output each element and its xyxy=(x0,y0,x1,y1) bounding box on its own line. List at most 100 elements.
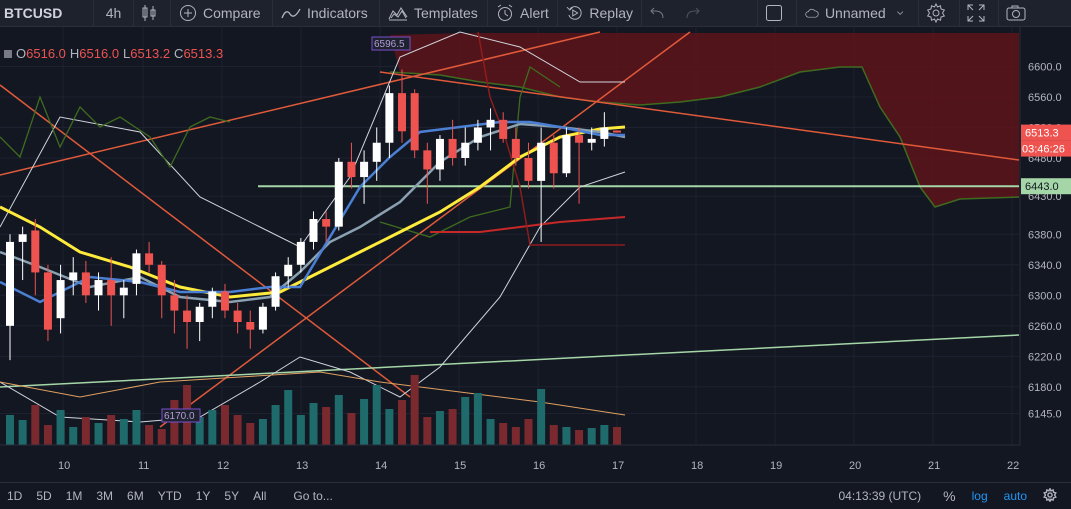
volume-bar xyxy=(246,423,255,445)
volume-bar xyxy=(448,409,457,445)
candle-body xyxy=(562,135,571,174)
volume-bar xyxy=(575,430,584,445)
time-tick: 19 xyxy=(770,460,782,472)
auto-toggle[interactable]: auto xyxy=(1003,489,1027,503)
price-tick: 6260.0 xyxy=(1028,321,1062,333)
low-label: L xyxy=(123,46,131,61)
chart-type-button[interactable] xyxy=(134,0,171,26)
replay-button[interactable]: Replay xyxy=(558,0,642,26)
open-value: 6516.0 xyxy=(26,46,66,61)
volume-bar xyxy=(435,411,444,445)
goto-button[interactable]: Go to... xyxy=(293,489,333,503)
volume-bar xyxy=(258,419,267,445)
interval-selector[interactable]: 4h xyxy=(94,0,134,26)
high-annotation-box xyxy=(371,36,411,51)
log-toggle[interactable]: log xyxy=(971,489,988,503)
indicators-icon xyxy=(281,8,301,19)
high-label: H xyxy=(69,46,80,61)
low-annotation: 6170.0 xyxy=(164,411,195,422)
price-tick: 6180.0 xyxy=(1028,382,1062,394)
symbol-search[interactable]: BTCUSD xyxy=(0,0,94,26)
indicators-button[interactable]: Indicators xyxy=(273,0,380,26)
undo-button[interactable] xyxy=(642,0,678,26)
gear-icon xyxy=(926,3,946,23)
candle-body xyxy=(587,138,596,143)
time-tick: 12 xyxy=(217,460,229,472)
redo-button[interactable] xyxy=(678,0,758,26)
range-ytd[interactable]: YTD xyxy=(157,489,182,503)
templates-button[interactable]: Templates xyxy=(380,0,488,26)
templates-icon xyxy=(388,7,408,21)
candle-body xyxy=(461,142,470,158)
range-5y[interactable]: 5Y xyxy=(224,489,240,503)
volume-bar xyxy=(499,423,508,445)
countdown-label: 03:46:26 xyxy=(1022,144,1065,156)
volume-bar xyxy=(119,419,128,445)
last-price-label: 6513.3 xyxy=(1025,128,1059,140)
volume-bar xyxy=(473,393,482,445)
price-chart[interactable]: 6600.06560.06520.06480.06430.06380.06340… xyxy=(0,27,1071,482)
settings-button[interactable] xyxy=(919,0,960,26)
trendline-resistance xyxy=(379,71,1020,161)
candle-body xyxy=(119,287,128,296)
candle-body xyxy=(208,291,217,307)
volume-bar xyxy=(360,399,369,445)
range-1d[interactable]: 1D xyxy=(7,489,23,503)
candle-body xyxy=(385,93,394,143)
utc-clock[interactable]: 04:13:39 (UTC) xyxy=(838,489,922,503)
volume-bar xyxy=(132,410,141,445)
time-axis-bg xyxy=(0,445,1071,482)
low-annotation-box xyxy=(161,408,201,423)
range-all[interactable]: All xyxy=(253,489,267,503)
candle-body xyxy=(43,272,52,330)
percent-toggle[interactable]: % xyxy=(943,488,956,504)
volume-bar xyxy=(562,427,571,445)
range-6m[interactable]: 6M xyxy=(127,489,144,503)
ichimoku-cloud xyxy=(390,33,1019,207)
settings-small-button[interactable] xyxy=(1035,486,1071,505)
volume-bar xyxy=(56,410,65,445)
ma-blue-line xyxy=(0,120,625,304)
candle-body xyxy=(69,272,78,281)
layout-menu[interactable]: Unnamed xyxy=(797,0,919,26)
expand-button[interactable] xyxy=(960,0,999,26)
volume-bar xyxy=(587,428,596,445)
open-label: O xyxy=(16,46,27,61)
snapshot-button[interactable] xyxy=(999,0,1039,26)
volume-bar xyxy=(600,425,609,445)
range-3m[interactable]: 3M xyxy=(96,489,114,503)
candle-body xyxy=(56,280,65,319)
range-1y[interactable]: 1Y xyxy=(195,489,211,503)
compare-button[interactable]: Compare xyxy=(171,0,273,26)
compare-label: Compare xyxy=(203,5,261,21)
volume-bar xyxy=(31,405,40,445)
fullscreen-toggle[interactable] xyxy=(758,0,797,26)
undo-icon xyxy=(650,7,664,19)
range-5d[interactable]: 5D xyxy=(36,489,52,503)
alert-button[interactable]: Alert xyxy=(488,0,558,26)
hline-price-label: 6443.0 xyxy=(1025,181,1059,193)
candle-body xyxy=(246,322,255,330)
trendline-upper xyxy=(0,31,601,176)
hline-price-tag xyxy=(1021,178,1071,195)
volume-bar xyxy=(398,400,407,445)
volume-bar xyxy=(423,417,432,445)
time-tick: 22 xyxy=(1007,460,1019,472)
candle-body xyxy=(613,130,621,133)
time-tick: 18 xyxy=(691,460,703,472)
volume-bar xyxy=(524,419,533,445)
bollinger-upper xyxy=(0,31,625,248)
volume-bar xyxy=(284,390,293,445)
range-1m[interactable]: 1M xyxy=(65,489,83,503)
high-value: 6516.0 xyxy=(79,46,120,61)
candle-body xyxy=(473,127,482,143)
price-tick: 6220.0 xyxy=(1028,351,1062,363)
chart-area[interactable]: O6516.0 H6516.0 L6513.2 C6513.3 6600.0 65… xyxy=(0,27,1071,482)
expand-icon xyxy=(967,4,985,22)
volume-bar xyxy=(347,413,356,445)
candle-body xyxy=(322,219,331,227)
last-price-tag xyxy=(1021,124,1071,141)
ohlc-legend: O6516.0 H6516.0 L6513.2 C6513.3 xyxy=(4,46,223,61)
time-tick: 11 xyxy=(138,460,149,472)
candle-body xyxy=(132,253,141,284)
